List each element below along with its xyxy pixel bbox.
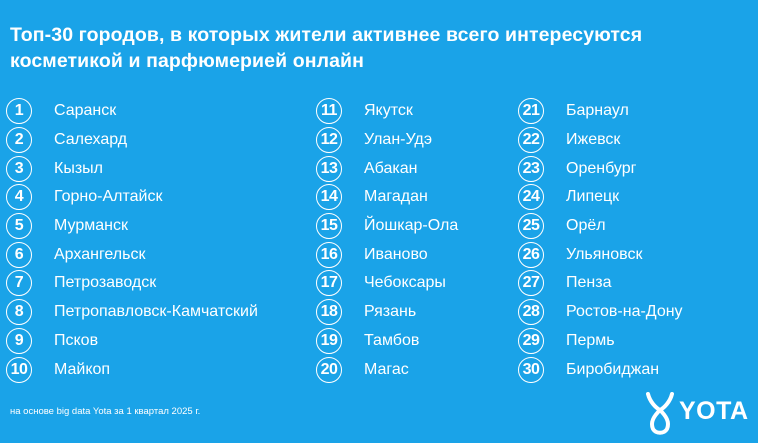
city-name: Биробиджан xyxy=(566,360,660,378)
list-item: 3 Кызыл xyxy=(6,154,258,183)
ranking-column-3: 21 Барнаул 22 Ижевск 23 Оренбург 24 Липецк 25 Орё… xyxy=(518,97,683,384)
rank-number: 12 xyxy=(316,127,342,154)
list-item: 25 Орёл xyxy=(518,212,683,241)
list-item: 17 Чебоксары xyxy=(316,269,458,298)
city-name: Архангельск xyxy=(54,245,146,263)
list-item: 16 Иваново xyxy=(316,240,458,269)
list-item: 27 Пенза xyxy=(518,269,683,298)
list-item: 23 Оренбург xyxy=(518,154,683,183)
city-name: Пенза xyxy=(566,274,612,292)
rank-number: 9 xyxy=(6,327,32,354)
list-item: 2 Салехард xyxy=(6,126,258,155)
city-name: Улан-Удэ xyxy=(364,131,433,149)
rank-number: 25 xyxy=(518,213,544,240)
rank-number: 13 xyxy=(316,155,342,182)
ranking-column-1: 1 Саранск 2 Салехард 3 Кызыл 4 Горно-Алтайск 5 Му… xyxy=(6,97,258,384)
yota-logo-icon xyxy=(646,392,674,435)
yota-logo-text: YOTA xyxy=(679,397,749,425)
list-item: 20 Магас xyxy=(316,355,458,384)
rank-number: 7 xyxy=(6,270,32,297)
rank-number: 1 xyxy=(6,98,32,125)
list-item: 7 Петрозаводск xyxy=(6,269,258,298)
rank-number: 28 xyxy=(518,299,544,326)
rank-number: 23 xyxy=(518,155,544,182)
rank-number: 29 xyxy=(518,327,544,354)
list-item: 14 Магадан xyxy=(316,183,458,212)
list-item: 22 Ижевск xyxy=(518,126,683,155)
city-name: Иваново xyxy=(364,245,428,263)
city-name: Абакан xyxy=(364,159,418,177)
list-item: 28 Ростов-на-Дону xyxy=(518,298,683,327)
city-name: Мурманск xyxy=(54,217,128,235)
list-item: 13 Абакан xyxy=(316,154,458,183)
list-item: 10 Майкоп xyxy=(6,355,258,384)
city-name: Майкоп xyxy=(54,360,111,378)
list-item: 9 Псков xyxy=(6,327,258,356)
rank-number: 21 xyxy=(518,98,544,125)
rank-number: 22 xyxy=(518,127,544,154)
city-name: Рязань xyxy=(364,303,417,321)
city-name: Орёл xyxy=(566,217,606,235)
city-name: Магадан xyxy=(364,188,428,206)
list-item: 15 Йошкар-Ола xyxy=(316,212,458,241)
rank-number: 20 xyxy=(316,356,342,383)
ranking-column-2: 11 Якутск 12 Улан-Удэ 13 Абакан 14 Магадан 15 Йош… xyxy=(316,97,458,384)
rank-number: 5 xyxy=(6,213,32,240)
city-name: Ижевск xyxy=(566,131,621,149)
city-name: Йошкар-Ола xyxy=(364,217,459,235)
city-name: Кызыл xyxy=(54,159,103,177)
city-name: Якутск xyxy=(364,102,413,120)
rank-number: 30 xyxy=(518,356,544,383)
rank-number: 6 xyxy=(6,241,32,268)
list-item: 8 Петропавловск-Камчатский xyxy=(6,298,258,327)
city-name: Барнаул xyxy=(566,102,629,120)
city-name: Ростов-на-Дону xyxy=(566,303,683,321)
city-name: Липецк xyxy=(566,188,620,206)
city-name: Петрозаводск xyxy=(54,274,157,292)
rank-number: 26 xyxy=(518,241,544,268)
list-item: 29 Пермь xyxy=(518,327,683,356)
list-item: 19 Тамбов xyxy=(316,327,458,356)
rank-number: 11 xyxy=(316,98,342,125)
list-item: 5 Мурманск xyxy=(6,212,258,241)
list-item: 1 Саранск xyxy=(6,97,258,126)
city-name: Пермь xyxy=(566,331,615,349)
list-item: 6 Архангельск xyxy=(6,240,258,269)
rank-number: 15 xyxy=(316,213,342,240)
city-name: Ульяновск xyxy=(566,245,643,263)
rank-number: 14 xyxy=(316,184,342,211)
list-item: 24 Липецк xyxy=(518,183,683,212)
city-name: Саранск xyxy=(54,102,117,120)
list-item: 18 Рязань xyxy=(316,298,458,327)
rank-number: 17 xyxy=(316,270,342,297)
list-item: 4 Горно-Алтайск xyxy=(6,183,258,212)
city-name: Салехард xyxy=(54,131,128,149)
city-name: Чебоксары xyxy=(364,274,446,292)
city-name: Магас xyxy=(364,360,409,378)
rank-number: 16 xyxy=(316,241,342,268)
rank-number: 8 xyxy=(6,299,32,326)
city-name: Оренбург xyxy=(566,159,637,177)
rank-number: 27 xyxy=(518,270,544,297)
rank-number: 4 xyxy=(6,184,32,211)
list-item: 11 Якутск xyxy=(316,97,458,126)
rank-number: 19 xyxy=(316,327,342,354)
city-name: Петропавловск-Камчатский xyxy=(54,303,258,321)
rank-number: 3 xyxy=(6,155,32,182)
list-item: 30 Биробиджан xyxy=(518,355,683,384)
footnote: на основе big data Yota за 1 квартал 202… xyxy=(10,406,201,417)
rank-number: 2 xyxy=(6,127,32,154)
list-item: 12 Улан-Удэ xyxy=(316,126,458,155)
list-item: 21 Барнаул xyxy=(518,97,683,126)
city-name: Псков xyxy=(54,331,99,349)
list-item: 26 Ульяновск xyxy=(518,240,683,269)
city-name: Тамбов xyxy=(364,331,420,349)
city-name: Горно-Алтайск xyxy=(54,188,163,206)
page-title: Топ-30 городов, в которых жители активне… xyxy=(10,24,643,72)
rank-number: 18 xyxy=(316,299,342,326)
rank-number: 10 xyxy=(6,356,32,383)
rank-number: 24 xyxy=(518,184,544,211)
